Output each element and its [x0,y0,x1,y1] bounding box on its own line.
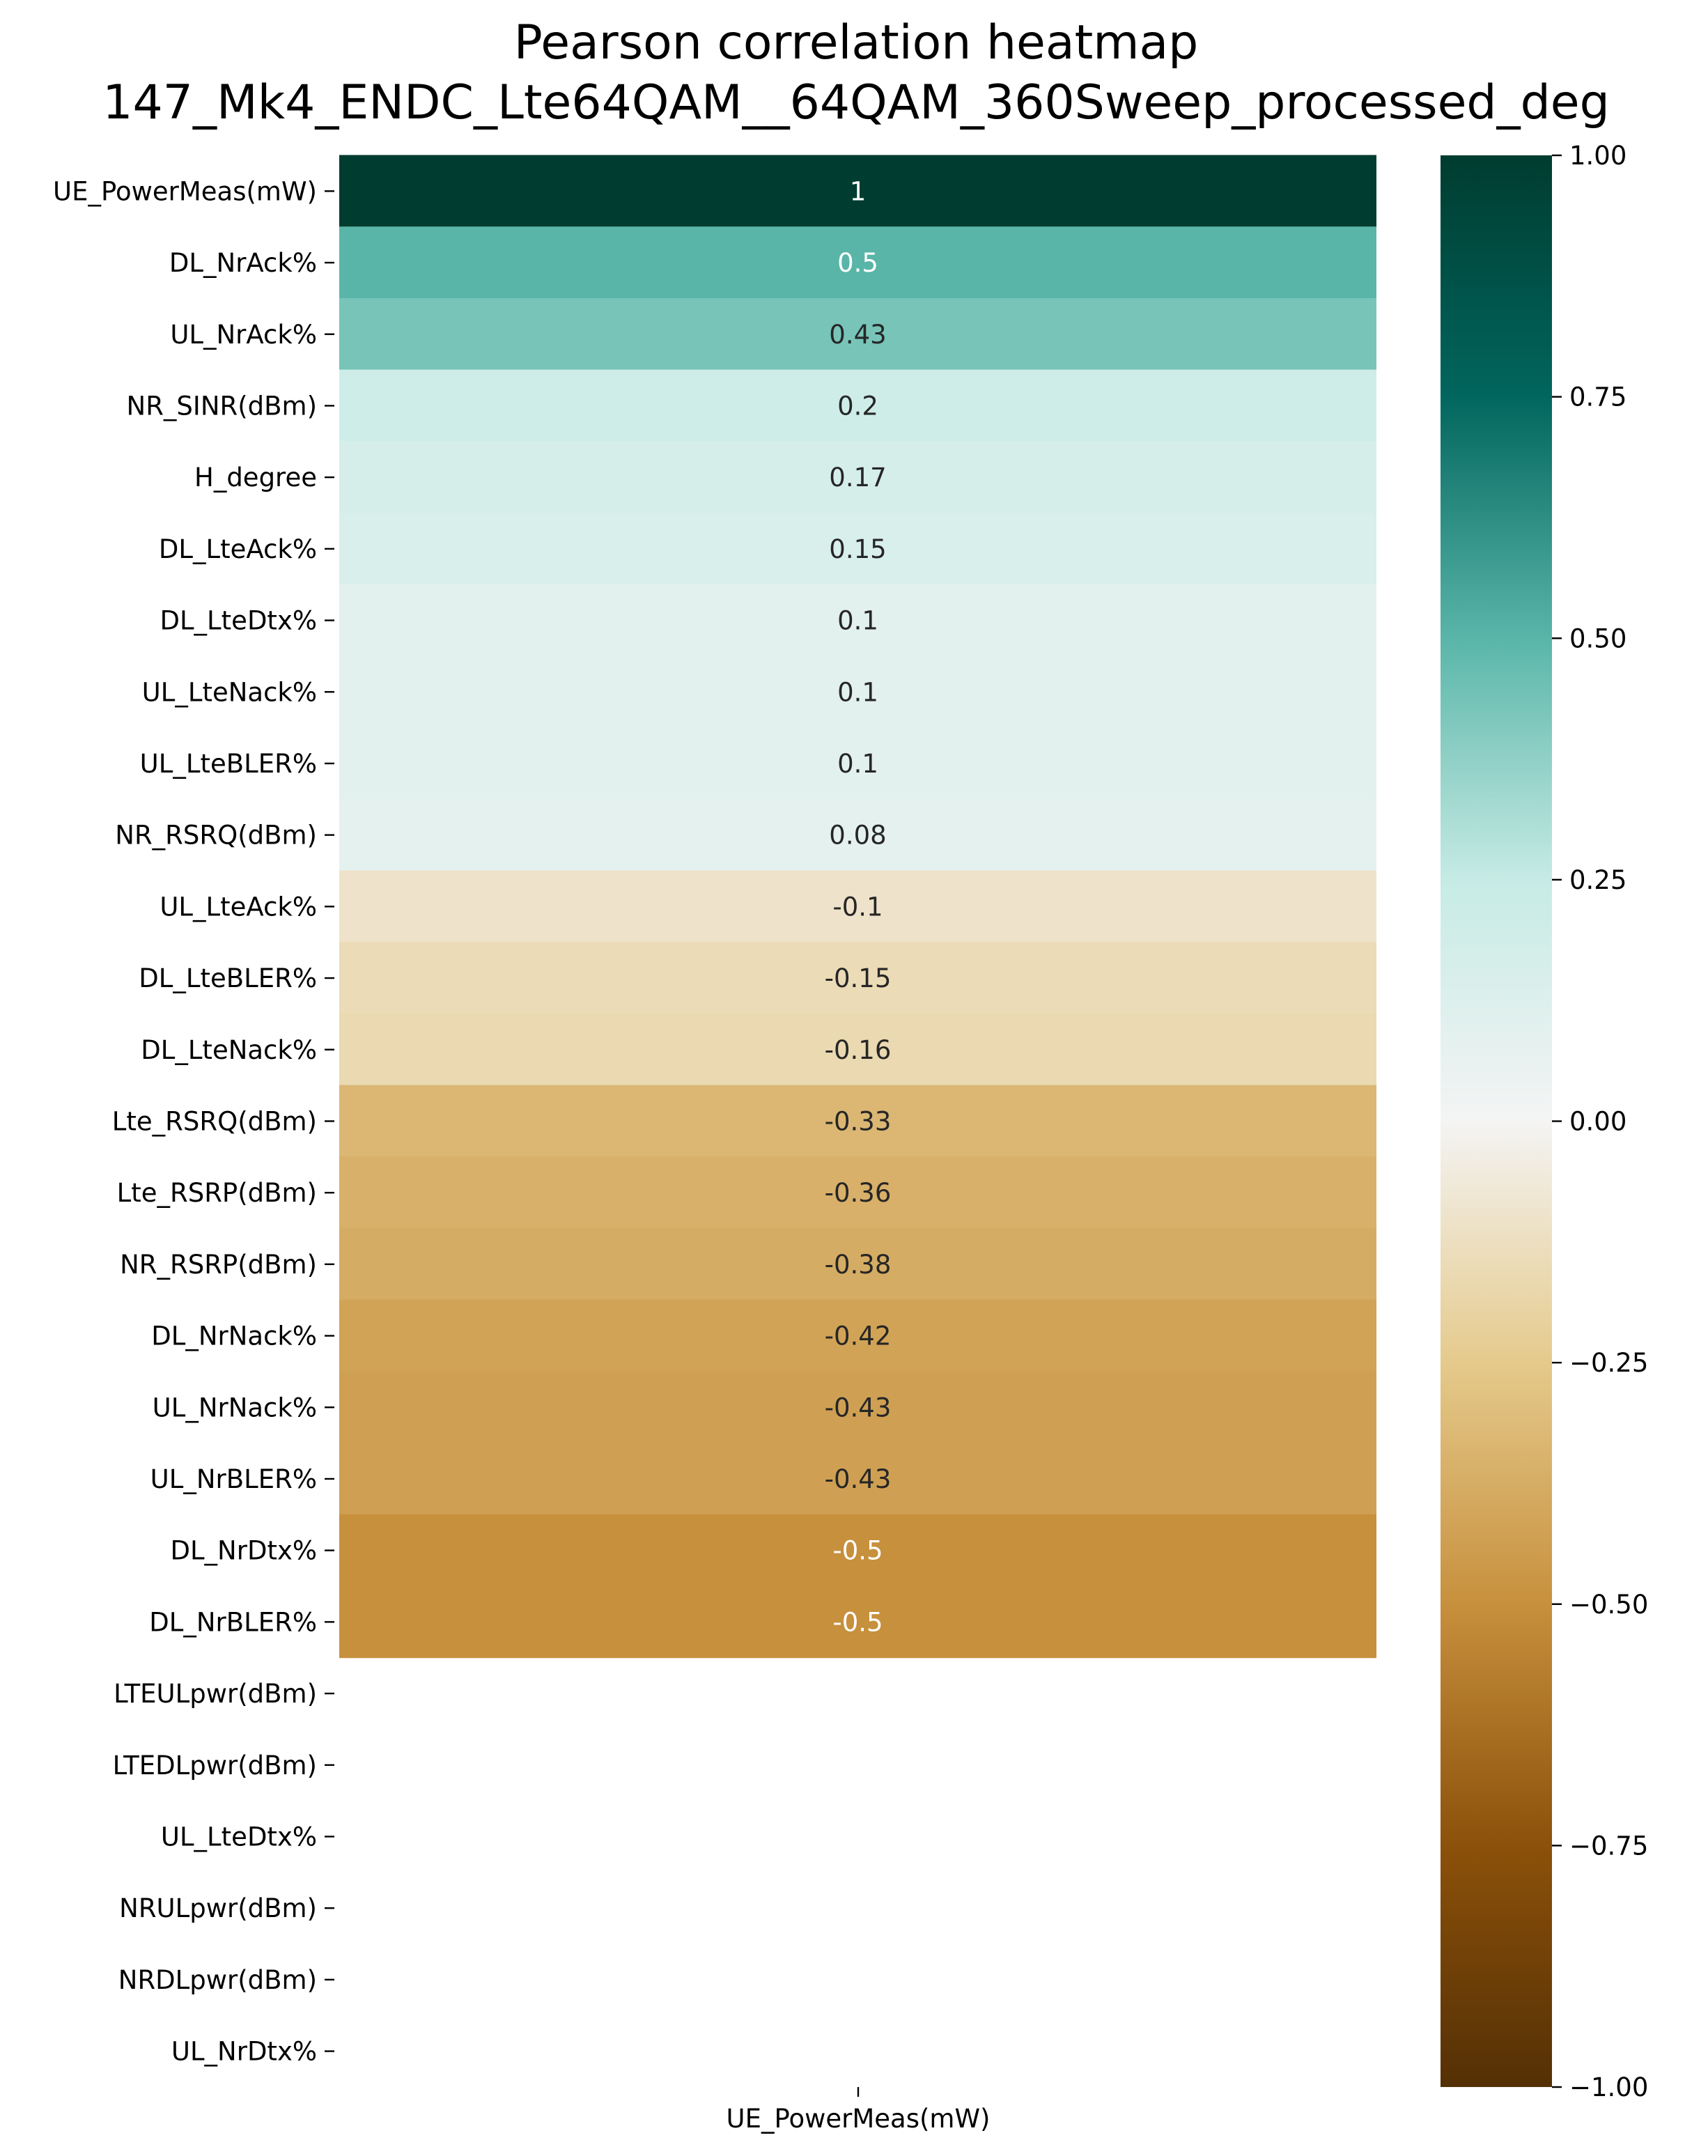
colorbar-tick-label: −1.00 [1569,2072,1648,2102]
cell-annotation: 0.43 [829,320,886,350]
x-tick-label: UE_PowerMeas(mW) [727,2104,991,2134]
cell-annotation: 0.1 [837,606,878,636]
cell-annotation: -0.36 [825,1178,892,1208]
colorbar-tick-label: 0.50 [1569,623,1627,653]
y-tick-label: UL_LteBLER% [140,749,317,779]
y-tick-label: UL_LteNack% [142,677,317,707]
y-tick-label: Lte_RSRP(dBm) [117,1178,317,1208]
cell-annotation: 0.15 [829,534,886,564]
cell-annotation: 0.08 [829,821,886,851]
y-tick-label: UL_NrAck% [170,320,317,350]
cell-annotation: -0.1 [832,892,883,922]
cell-annotation: -0.43 [825,1393,892,1422]
y-tick-label: H_degree [194,463,317,493]
cell-annotation: -0.42 [825,1321,892,1351]
cell-annotation: -0.33 [825,1106,892,1136]
heatmap-cells [339,155,1376,1659]
y-tick-label: UL_LteAck% [160,892,317,922]
cell-annotation: -0.38 [825,1250,892,1280]
y-tick-label: LTEULpwr(dBm) [114,1679,317,1709]
cell-annotation: 0.5 [837,248,878,278]
cell-annotations: 1 0.5 0.43 0.2 0.17 0.15 0.1 0.1 0.1 0.08 -0.1 -0.1… [825,176,892,1637]
row-tick-labels: UE_PowerMeas(mW) DL_NrAck% UL_NrAck% NR_SIN… [53,176,334,2067]
y-tick-label: NR_RSRP(dBm) [120,1250,317,1280]
heatmap-cell [339,870,1376,943]
heatmap-cell [339,441,1376,513]
heatmap-cell [339,656,1376,729]
cell-annotation: -0.43 [825,1464,892,1494]
colorbar-tick-label: 0.00 [1569,1107,1627,1137]
chart-title-line-1: Pearson correlation heatmap [514,15,1199,70]
heatmap-cell [339,584,1376,657]
colorbar [1441,155,1552,2087]
heatmap-cell [339,297,1376,371]
heatmap-cell [339,942,1376,1014]
y-tick-label: DL_LteBLER% [139,963,317,993]
cell-annotation: -0.16 [825,1035,892,1065]
colorbar-ticks: 1.00 0.75 0.50 0.25 0.00 −0.25 −0.50 −0.75 −1.00 [1552,141,1648,2102]
y-tick-label: NR_RSRQ(dBm) [115,821,317,851]
y-tick-label: NR_SINR(dBm) [127,391,317,421]
colorbar-tick-label: −0.75 [1569,1831,1648,1861]
cell-annotation: 0.1 [837,677,878,707]
cell-annotation: 0.17 [829,463,886,493]
heatmap-cell [339,798,1376,871]
colorbar-tick-label: 0.75 [1569,382,1627,412]
y-tick-label: UL_LteDtx% [161,1822,317,1852]
y-tick-label: Lte_RSRQ(dBm) [112,1106,317,1136]
cell-annotation: -0.5 [832,1607,883,1637]
heatmap-cell [339,1085,1376,1158]
heatmap-cell [339,369,1376,442]
y-tick-label: LTEDLpwr(dBm) [113,1751,317,1781]
heatmap-cell [339,155,1376,228]
y-tick-label: DL_LteNack% [141,1035,317,1065]
y-tick-label: UE_PowerMeas(mW) [53,176,317,206]
heatmap-cell [339,1228,1376,1301]
cell-annotation: -0.15 [825,963,892,993]
y-tick-label: UL_NrBLER% [150,1464,317,1494]
heatmap-cell [339,1371,1376,1444]
heatmap-cell [339,1156,1376,1229]
y-tick-label: DL_NrDtx% [170,1536,317,1566]
cell-annotation: 1 [850,176,867,206]
heatmap-cell [339,513,1376,585]
heatmap-cell [339,1443,1376,1515]
heatmap-cell [339,1585,1376,1659]
colorbar-tick-label: −0.25 [1569,1348,1648,1378]
y-tick-label: DL_NrBLER% [149,1607,317,1637]
y-tick-label: DL_LteAck% [159,534,317,564]
heatmap-cell [339,1013,1376,1086]
heatmap-cell [339,1514,1376,1587]
y-tick-label: NRULpwr(dBm) [119,1893,317,1923]
y-tick-label: DL_NrNack% [151,1321,317,1351]
colorbar-tick-label: 1.00 [1569,141,1627,171]
y-tick-label: NRDLpwr(dBm) [118,1965,317,1995]
colorbar-tick-label: −0.50 [1569,1590,1648,1620]
chart-title-line-2: 147_Mk4_ENDC_Lte64QAM__64QAM_360Sweep_pr… [102,75,1610,130]
y-tick-label: DL_NrAck% [169,248,317,278]
cell-annotation: 0.1 [837,749,878,779]
cell-annotation: 0.2 [837,391,878,421]
heatmap-cell [339,226,1376,299]
heatmap-cell [339,1299,1376,1372]
colorbar-tick-label: 0.25 [1569,865,1627,895]
y-tick-label: UL_NrDtx% [171,2037,317,2067]
cell-annotation: -0.5 [832,1536,883,1566]
heatmap-cell [339,727,1376,800]
y-tick-label: DL_LteDtx% [160,606,317,636]
y-tick-label: UL_NrNack% [153,1393,317,1422]
